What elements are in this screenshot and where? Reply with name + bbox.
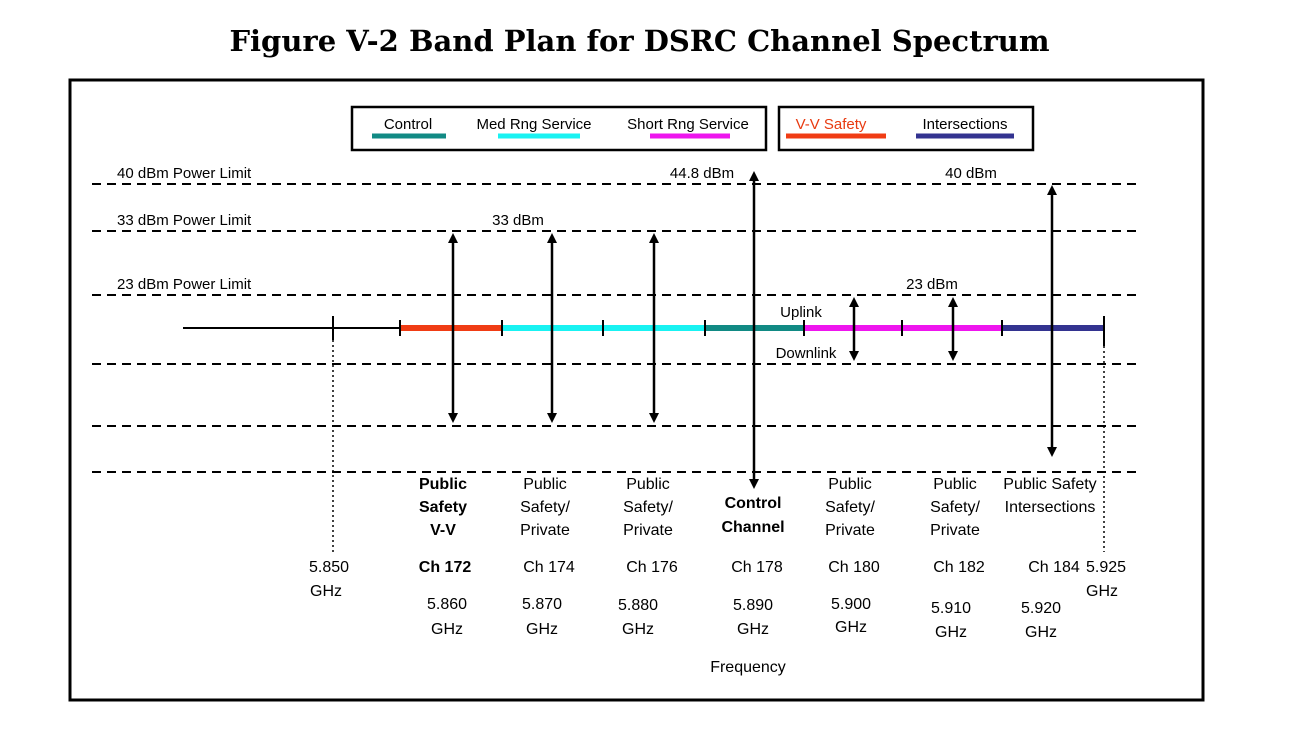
channel-freq-unit: GHz bbox=[431, 621, 463, 638]
uplink-label: Uplink bbox=[780, 304, 822, 321]
channel-number: Ch 172 bbox=[419, 559, 472, 576]
channel-purpose-line: Public bbox=[523, 476, 567, 493]
channel-number: Ch 174 bbox=[523, 559, 575, 576]
band-start-freq: 5.850 bbox=[309, 559, 349, 576]
channel-purpose-line: Private bbox=[520, 522, 570, 539]
channel-purpose-line: Public bbox=[626, 476, 670, 493]
legend-label-intersections: Intersections bbox=[922, 116, 1007, 133]
power-value-control: 44.8 dBm bbox=[670, 165, 734, 182]
band-end-unit: GHz bbox=[1086, 583, 1118, 600]
channel-center-freq: 5.880 bbox=[618, 597, 658, 614]
x-axis-label: Frequency bbox=[710, 659, 786, 676]
channel-number: Ch 182 bbox=[933, 559, 985, 576]
channel-freq-unit: GHz bbox=[526, 621, 558, 638]
power-limit-label-23: 23 dBm Power Limit bbox=[117, 276, 252, 293]
channel-purpose-line: Intersections bbox=[1005, 499, 1096, 516]
channel-purpose-line: Safety/ bbox=[825, 499, 875, 516]
channel-purpose-line: V-V bbox=[430, 522, 456, 539]
power-value-med: 33 dBm bbox=[492, 212, 544, 229]
power-arrows bbox=[448, 171, 1057, 489]
channel-freq-unit: GHz bbox=[935, 624, 967, 641]
channel-purpose-line: Public bbox=[419, 476, 467, 493]
legend-label-vv-safety: V-V Safety bbox=[796, 116, 867, 133]
spectrum-axis bbox=[183, 316, 1105, 552]
band-end-freq: 5.925 bbox=[1086, 559, 1126, 576]
channel-center-freq: 5.920 bbox=[1021, 600, 1061, 617]
channel-center-freq: 5.910 bbox=[931, 600, 971, 617]
legend-box-services bbox=[350, 105, 768, 152]
channel-purpose-line: Control bbox=[725, 495, 782, 512]
channel-number: Ch 178 bbox=[731, 559, 783, 576]
channel-freq-unit: GHz bbox=[1025, 624, 1057, 641]
channel-labels: Public Safety V-V Ch 172 5.860 GHz Public Safet… bbox=[419, 476, 1097, 641]
legend: Control Med Rng Service Short Rng Servic… bbox=[350, 105, 1035, 152]
downlink-label: Downlink bbox=[776, 345, 837, 362]
figure-frame bbox=[68, 78, 1205, 702]
channel-purpose-line: Safety/ bbox=[520, 499, 570, 516]
legend-box-safety bbox=[777, 105, 1035, 152]
power-limit-label-40: 40 dBm Power Limit bbox=[117, 165, 252, 182]
channel-number: Ch 180 bbox=[828, 559, 880, 576]
channel-purpose-line: Safety bbox=[419, 499, 467, 516]
legend-label-short-rng: Short Rng Service bbox=[627, 116, 749, 133]
channel-number: Ch 184 bbox=[1028, 559, 1080, 576]
channel-purpose-line: Private bbox=[930, 522, 980, 539]
legend-label-med-rng: Med Rng Service bbox=[476, 116, 591, 133]
channel-purpose-line: Public Safety bbox=[1003, 476, 1096, 493]
channel-purpose-line: Safety/ bbox=[623, 499, 673, 516]
channel-purpose-line: Private bbox=[825, 522, 875, 539]
channel-center-freq: 5.890 bbox=[733, 597, 773, 614]
figure-title: Figure V-2 Band Plan for DSRC Channel Sp… bbox=[229, 24, 1050, 58]
band-start-unit: GHz bbox=[310, 583, 342, 600]
channel-purpose-line: Private bbox=[623, 522, 673, 539]
channel-purpose-line: Safety/ bbox=[930, 499, 980, 516]
channel-number: Ch 176 bbox=[626, 559, 678, 576]
channel-center-freq: 5.900 bbox=[831, 596, 871, 613]
channel-purpose-line: Channel bbox=[721, 519, 784, 536]
power-value-short: 23 dBm bbox=[906, 276, 958, 293]
power-limit-label-33: 33 dBm Power Limit bbox=[117, 212, 252, 229]
channel-purpose-line: Public bbox=[933, 476, 977, 493]
power-value-intersections: 40 dBm bbox=[945, 165, 997, 182]
power-limit-lines bbox=[92, 183, 1140, 473]
legend-label-control: Control bbox=[384, 116, 432, 133]
channel-center-freq: 5.860 bbox=[427, 596, 467, 613]
channel-freq-unit: GHz bbox=[622, 621, 654, 638]
channel-freq-unit: GHz bbox=[835, 619, 867, 636]
channel-purpose-line: Public bbox=[828, 476, 872, 493]
channel-center-freq: 5.870 bbox=[522, 596, 562, 613]
channel-freq-unit: GHz bbox=[737, 621, 769, 638]
